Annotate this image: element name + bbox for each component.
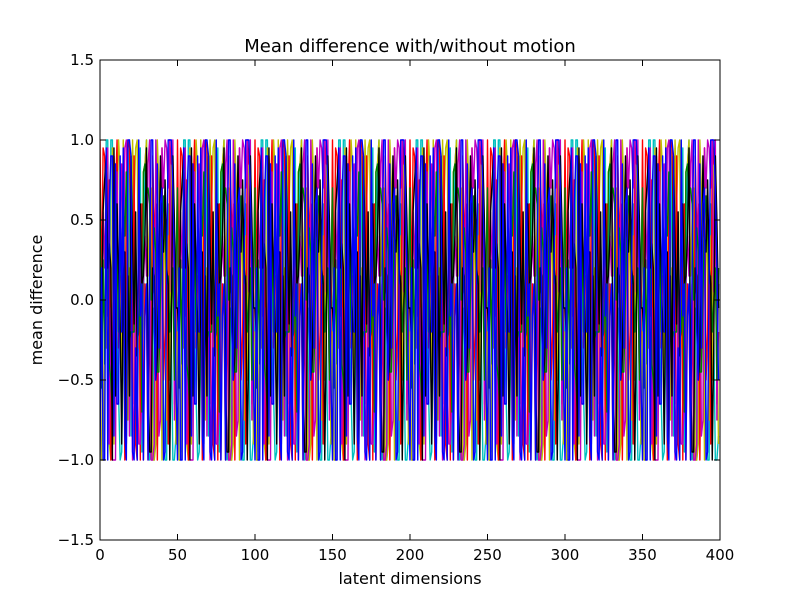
y-tick-label: 1.5 (70, 51, 94, 69)
x-tick-label: 250 (473, 546, 502, 564)
x-tick-label: 100 (241, 546, 270, 564)
x-tick-label: 400 (706, 546, 735, 564)
plot-frame (99, 59, 721, 541)
y-tick-label: −0.5 (58, 371, 94, 389)
y-tick-label: 0.5 (70, 211, 94, 229)
x-axis-label: latent dimensions (338, 569, 481, 588)
axis-ticks: 0 50 100 150 200 250 300 350 400 −1.5 −1.0 −0.5 0.0 0… (58, 51, 735, 564)
chart-title: Mean difference with/without motion (244, 36, 576, 57)
series-black (100, 147, 720, 461)
y-tick-label: −1.5 (58, 531, 94, 549)
y-tick-label: 0.0 (70, 291, 94, 309)
x-tick-label: 0 (95, 546, 105, 564)
y-tick-label: 1.0 (70, 131, 94, 149)
x-tick-label: 300 (551, 546, 580, 564)
x-tick-label: 200 (396, 546, 425, 564)
plot-area (100, 139, 720, 461)
y-axis-label: mean difference (27, 235, 46, 366)
x-tick-label: 150 (318, 546, 347, 564)
x-tick-label: 350 (628, 546, 657, 564)
x-tick-label: 50 (168, 546, 187, 564)
y-tick-label: −1.0 (58, 451, 94, 469)
series-blue (100, 139, 720, 461)
